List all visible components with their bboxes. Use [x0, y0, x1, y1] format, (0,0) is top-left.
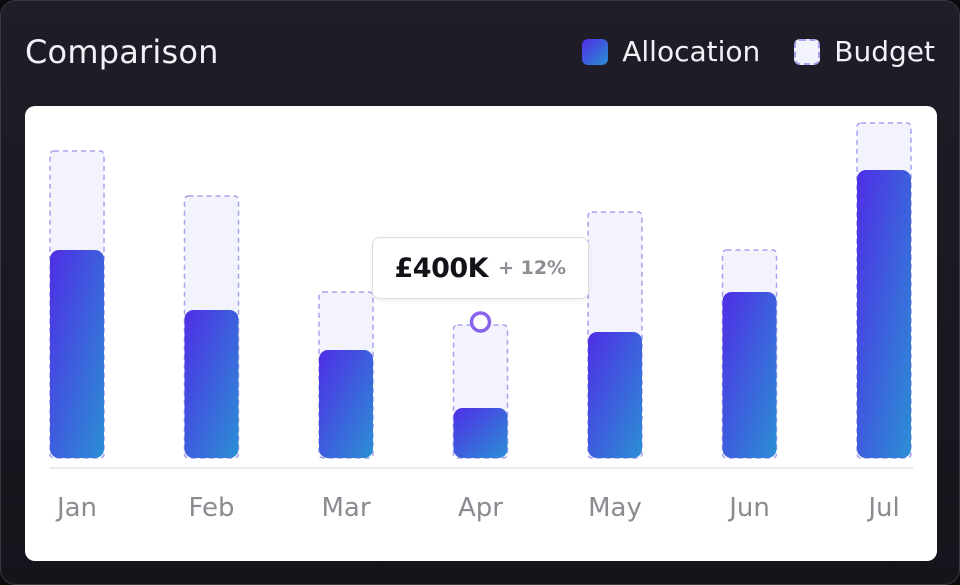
- hover-marker: [469, 311, 492, 333]
- allocation-bar-apr[interactable]: [453, 408, 508, 458]
- allocation-bar-jun[interactable]: [722, 292, 777, 458]
- legend-item-budget[interactable]: Budget: [794, 35, 935, 69]
- allocation-bar-may[interactable]: [588, 332, 642, 458]
- legend-label-budget: Budget: [834, 35, 935, 68]
- chart-legend: Allocation Budget: [548, 31, 935, 73]
- allocation-bar-feb[interactable]: [184, 310, 239, 458]
- tooltip-change: + 12%: [498, 257, 567, 279]
- x-tick-label-may: May: [588, 493, 642, 523]
- x-tick-label-jun: Jun: [727, 493, 770, 523]
- allocation-bar-jan[interactable]: [50, 250, 104, 458]
- tooltip-value: £400K: [394, 252, 489, 284]
- x-tick-label-mar: Mar: [321, 493, 370, 523]
- plot-area: Jan Feb Mar Apr May Jun Jul £400K + 12%: [25, 106, 937, 561]
- value-tooltip: £400K + 12%: [371, 237, 590, 299]
- x-tick-label-jul: Jul: [866, 493, 899, 523]
- allocation-swatch: [582, 39, 609, 65]
- x-tick-label-jan: Jan: [55, 493, 97, 523]
- chart-title: Comparison: [25, 33, 219, 71]
- bar-chart: Jan Feb Mar Apr May Jun Jul: [49, 122, 913, 523]
- budget-swatch: [794, 39, 821, 65]
- x-tick-label-feb: Feb: [188, 493, 234, 523]
- legend-item-allocation[interactable]: Allocation: [582, 35, 760, 69]
- allocation-bar-mar[interactable]: [319, 350, 373, 458]
- allocation-bar-jul[interactable]: [857, 170, 911, 458]
- x-tick-label-apr: Apr: [458, 493, 503, 523]
- legend-label-allocation: Allocation: [622, 35, 761, 68]
